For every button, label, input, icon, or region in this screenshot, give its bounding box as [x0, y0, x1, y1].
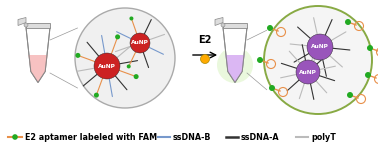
Polygon shape — [215, 18, 223, 26]
Text: E2: E2 — [198, 35, 212, 45]
Circle shape — [94, 93, 99, 98]
Circle shape — [75, 8, 175, 108]
Polygon shape — [223, 22, 247, 27]
Text: E2 aptamer labeled with FAM: E2 aptamer labeled with FAM — [25, 133, 157, 141]
Circle shape — [24, 23, 28, 27]
Text: AuNP: AuNP — [311, 45, 329, 49]
Circle shape — [200, 54, 209, 64]
Circle shape — [267, 25, 273, 31]
Circle shape — [221, 23, 225, 27]
Circle shape — [12, 134, 18, 140]
Circle shape — [134, 74, 139, 79]
Text: AuNP: AuNP — [98, 64, 116, 68]
Polygon shape — [26, 27, 50, 82]
Text: polyT: polyT — [311, 133, 336, 141]
Circle shape — [296, 60, 320, 84]
Polygon shape — [223, 27, 247, 82]
Circle shape — [115, 34, 120, 39]
Text: ssDNA-A: ssDNA-A — [241, 133, 280, 141]
Circle shape — [367, 45, 373, 51]
Circle shape — [130, 33, 150, 53]
Circle shape — [345, 19, 351, 25]
Circle shape — [347, 92, 353, 98]
Circle shape — [127, 64, 131, 68]
Text: ssDNA-B: ssDNA-B — [173, 133, 212, 141]
Circle shape — [269, 85, 275, 91]
Circle shape — [365, 72, 371, 78]
Polygon shape — [18, 18, 26, 26]
Circle shape — [217, 47, 253, 83]
Polygon shape — [225, 55, 245, 82]
Polygon shape — [28, 55, 48, 82]
Text: AuNP: AuNP — [299, 69, 317, 74]
Circle shape — [307, 34, 333, 60]
Circle shape — [257, 57, 263, 63]
Polygon shape — [26, 22, 50, 27]
Circle shape — [75, 53, 81, 58]
Circle shape — [129, 16, 133, 20]
Circle shape — [94, 53, 120, 79]
Text: AuNP: AuNP — [131, 40, 149, 46]
Circle shape — [264, 6, 372, 114]
